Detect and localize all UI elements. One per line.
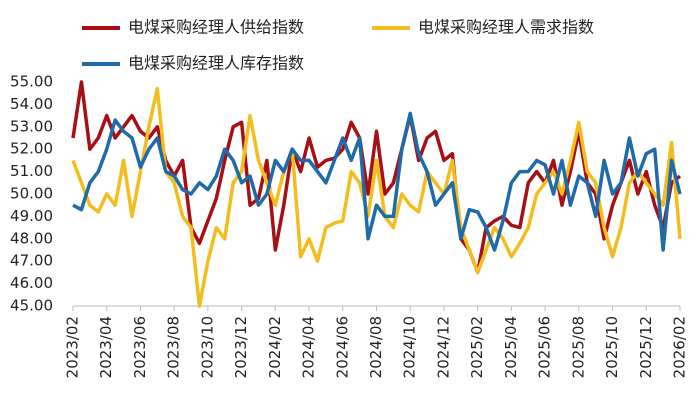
x-tick-label: 2025/12: [637, 316, 655, 378]
x-tick-label: 2025/04: [502, 316, 520, 378]
y-tick-label: 55.00: [10, 73, 53, 91]
x-tick-label: 2026/02: [671, 316, 689, 378]
y-tick-label: 47.00: [10, 252, 53, 270]
series-line: [71, 86, 682, 308]
x-tick-label: 2023/10: [198, 316, 216, 378]
legend-label: 电煤采购经理人库存指数: [128, 54, 304, 73]
x-tick-label: 2025/10: [603, 316, 621, 378]
x-tick-label: 2023/08: [165, 316, 183, 378]
y-tick-label: 46.00: [10, 274, 53, 292]
y-tick-label: 48.00: [10, 229, 53, 247]
x-tick-label: 2025/08: [569, 316, 587, 378]
series-line: [71, 80, 682, 275]
legend-label: 电煤采购经理人需求指数: [418, 18, 594, 37]
x-tick-label: 2025/06: [536, 316, 554, 378]
x-tick-label: 2024/08: [367, 316, 385, 378]
x-tick-label: 2024/02: [266, 316, 284, 378]
y-tick-label: 52.00: [10, 140, 53, 158]
x-tick-label: 2023/02: [64, 316, 82, 378]
x-tick-label: 2024/12: [434, 316, 452, 378]
y-tick-label: 54.00: [10, 95, 53, 113]
y-tick-label: 53.00: [10, 117, 53, 135]
series-line: [72, 111, 682, 252]
y-tick-label: 51.00: [10, 162, 53, 180]
x-tick-label: 2023/04: [97, 316, 115, 378]
x-tick-label: 2024/04: [300, 316, 318, 378]
x-tick-label: 2023/06: [131, 316, 149, 378]
x-tick-label: 2024/10: [401, 316, 419, 378]
x-tick-label: 2023/12: [232, 316, 250, 378]
legend-label: 电煤采购经理人供给指数: [128, 18, 304, 37]
x-tick-label: 2024/06: [333, 316, 351, 378]
y-tick-label: 45.00: [10, 297, 53, 315]
y-tick-label: 49.00: [10, 207, 53, 225]
y-tick-label: 50.00: [10, 185, 53, 203]
x-tick-label: 2025/02: [468, 316, 486, 378]
